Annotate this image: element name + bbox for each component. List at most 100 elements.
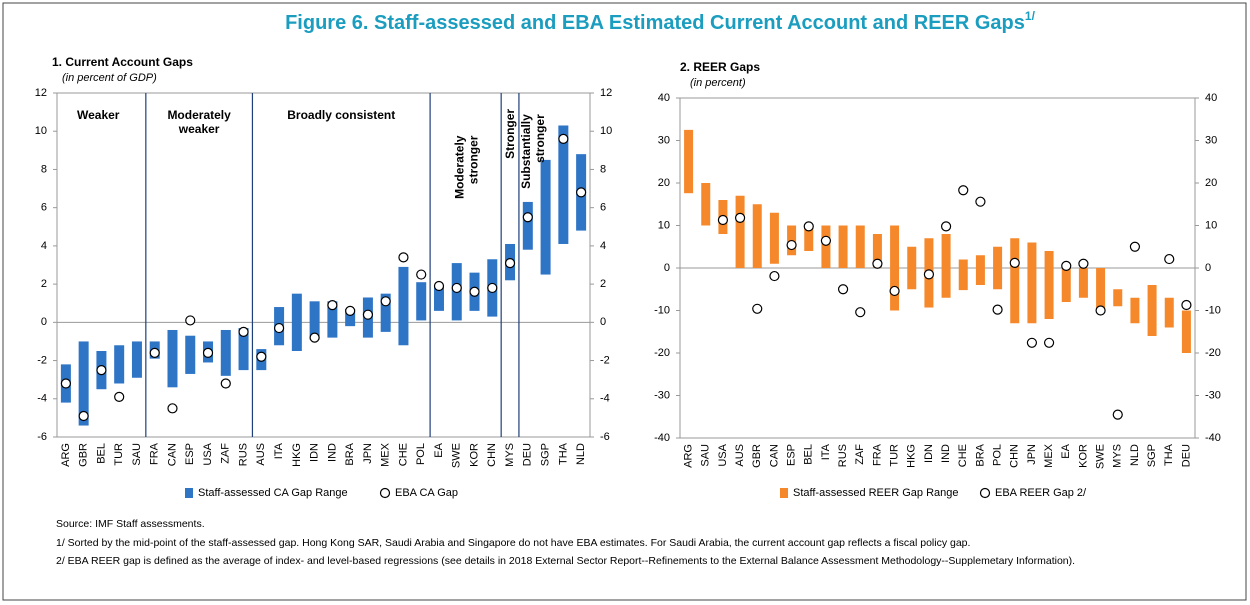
y-tick-label: -30 [654,389,670,401]
y2-tick-label: 20 [1205,177,1217,189]
y-tick-label: -2 [37,354,47,366]
y2-tick-label: 10 [1205,219,1217,231]
range-bar [238,328,249,371]
eba-point [1181,299,1192,311]
x-tick-label: MEX [1043,443,1055,468]
x-tick-label: AUS [255,443,267,466]
range-bar [380,293,391,332]
eba-point [433,280,445,292]
eba-point [717,214,729,226]
y-tick-label: -20 [654,347,670,359]
note: 2/ EBA REER gap is defined as the averag… [56,555,1076,567]
y2-tick-label: 4 [600,240,606,252]
range-bar [1061,268,1071,302]
range-bar [838,225,848,268]
x-tick-label: SGP [539,443,551,466]
x-tick-label: HKG [906,444,918,468]
range-bar [1027,242,1037,324]
y-tick-label: 10 [658,219,670,231]
x-tick-label: HKG [291,443,303,467]
range-bar [735,195,745,268]
eba-point [114,391,125,402]
x-tick-label: ZAF [854,444,866,465]
eba-point [1043,337,1055,348]
eba-point [576,187,587,198]
range-bar [769,212,779,264]
y2-tick-label: 2 [600,278,606,290]
range-bar [433,286,444,311]
eba-point [504,257,516,269]
x-tick-label: USA [717,443,729,466]
figure-title: Figure 6. Staff-assessed and EBA Estimat… [285,9,1035,34]
y2-tick-label: -40 [1205,432,1221,444]
y2-tick-label: -20 [1205,347,1221,359]
range-bar [185,335,196,374]
x-tick-label: ARG [60,443,72,467]
eba-point [786,239,797,251]
eba-point [469,286,480,297]
x-tick-label: IDN [309,443,321,462]
x-tick-label: RUS [837,444,849,467]
x-tick-label: ZAF [220,443,232,464]
x-tick-label: ARG [682,444,694,468]
y-tick-label: 0 [41,316,47,328]
range-bar [804,225,814,251]
eba-point [992,304,1003,315]
x-tick-label: KOR [468,443,480,467]
legend-swatch [780,488,788,498]
range-bar [821,225,831,268]
eba-point [362,309,374,320]
x-tick-label: CHN [1009,444,1021,468]
y2-tick-label: -30 [1205,389,1221,401]
eba-point [1026,337,1038,348]
x-tick-label: CAN [768,444,780,467]
y2-tick-label: 6 [600,202,606,214]
y2-tick-label: 40 [1205,92,1217,104]
eba-point [327,300,338,311]
eba-point [185,315,196,326]
y-tick-label: 10 [35,125,47,137]
legend-marker [379,487,391,499]
x-tick-label: BRA [344,442,356,465]
eba-point [273,322,285,334]
y-tick-label: -40 [654,432,670,444]
eba-point [889,285,900,297]
x-tick-label: SGP [1146,444,1158,467]
title-text: Figure 6. Staff-assessed and EBA Estimat… [285,12,1025,34]
range-bar [398,266,409,346]
x-tick-label: TUR [888,444,900,467]
eba-point [522,212,533,223]
eba-point [345,305,356,316]
eba-point [309,332,320,343]
range-bar [752,204,762,268]
legend-swatch [185,488,193,498]
x-tick-label: IDN [923,444,935,463]
x-tick-label: SAU [131,443,143,466]
eba-point [380,296,391,307]
x-tick-label: NLD [1129,444,1141,466]
range-bar [975,255,985,285]
y-tick-label: 2 [41,278,47,290]
y2-tick-label: 12 [600,87,612,99]
eba-point [558,133,569,144]
range-bar [1164,297,1174,328]
eba-point [487,282,498,294]
x-tick-label: CHN [486,443,498,467]
x-tick-label: POL [415,443,427,465]
eba-point [734,212,746,223]
eba-point [167,403,178,414]
eba-point [60,378,71,389]
x-tick-label: SWE [1094,444,1106,469]
x-tick-label: GBR [751,444,763,468]
range-bar [958,259,968,291]
eba-point [1112,409,1123,420]
x-tick-label: EA [433,442,445,457]
range-bar [522,201,533,250]
x-tick-label: GBR [78,443,90,467]
title-note: 1/ [1025,9,1036,23]
range-bar [872,234,882,268]
x-tick-label: NLD [575,443,587,465]
range-bar [941,234,951,298]
